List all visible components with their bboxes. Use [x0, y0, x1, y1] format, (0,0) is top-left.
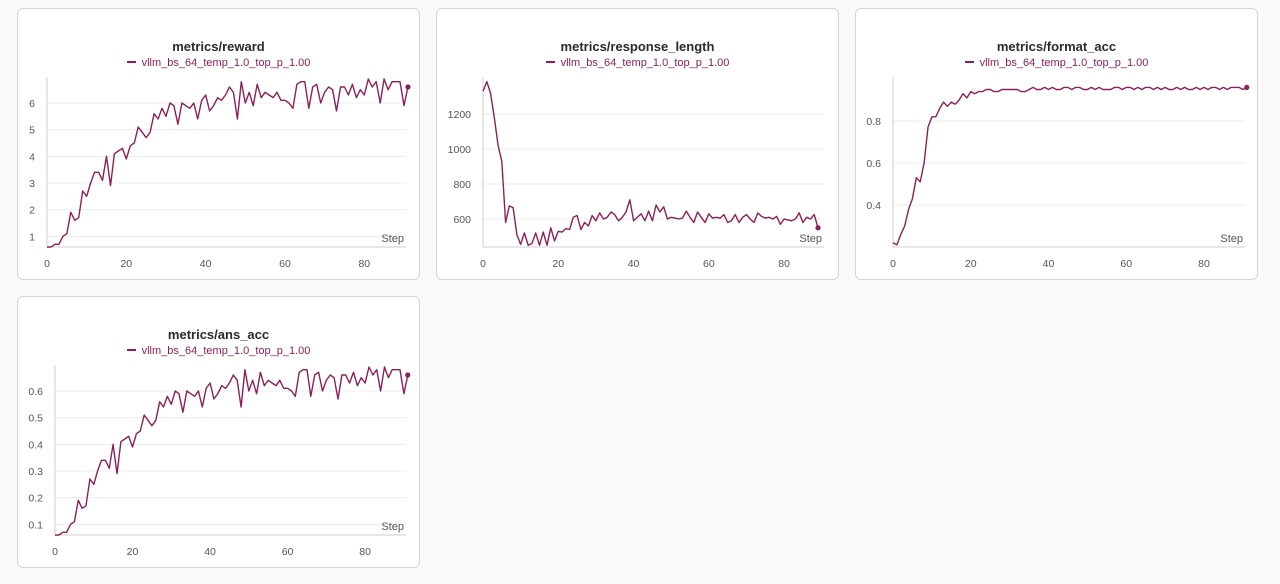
chart-title: metrics/reward — [172, 39, 265, 54]
x-tick-label: 80 — [359, 546, 371, 558]
y-tick-label: 1000 — [448, 144, 472, 156]
series-endpoint — [815, 225, 821, 231]
x-tick-label: 20 — [127, 546, 139, 558]
chart-legend: vllm_bs_64_temp_1.0_top_p_1.00 — [437, 57, 838, 69]
x-tick-label: 0 — [52, 546, 58, 558]
chart-legend: vllm_bs_64_temp_1.0_top_p_1.00 — [18, 345, 419, 357]
y-tick-label: 0.4 — [866, 200, 881, 212]
legend-swatch — [545, 61, 555, 64]
y-tick-label: 6 — [29, 98, 35, 110]
x-tick-label: 40 — [1043, 258, 1055, 270]
series-endpoint — [405, 84, 411, 90]
legend-label: vllm_bs_64_temp_1.0_top_p_1.00 — [979, 57, 1149, 69]
x-tick-label: 0 — [480, 258, 486, 270]
x-tick-label: 60 — [703, 258, 715, 270]
series-line — [892, 86, 1248, 246]
x-tick-label: 20 — [965, 258, 977, 270]
x-tick-label: 80 — [358, 258, 370, 270]
y-tick-label: 5 — [29, 125, 35, 137]
y-tick-label: 2 — [29, 205, 35, 217]
y-tick-label: 1200 — [448, 109, 472, 121]
y-tick-label: 4 — [29, 151, 35, 163]
legend-swatch — [964, 61, 974, 64]
chart-panel-reward: metrics/reward vllm_bs_64_temp_1.0_top_p… — [17, 8, 420, 280]
y-tick-label: 0.8 — [866, 116, 881, 128]
series-line — [482, 80, 819, 247]
x-tick-label: 40 — [204, 546, 216, 558]
y-tick-label: 0.1 — [28, 519, 43, 531]
y-tick-label: 0.3 — [28, 466, 43, 478]
chart-panel-format-acc: metrics/format_acc vllm_bs_64_temp_1.0_t… — [855, 8, 1258, 280]
y-tick-label: 0.6 — [28, 386, 43, 398]
chart-plot: 600 800 1000 1200 0 20 40 60 80 Step — [448, 77, 824, 270]
y-tick-label: 0.6 — [866, 158, 881, 170]
x-tick-label: 20 — [552, 258, 564, 270]
series-line — [47, 78, 409, 248]
y-tick-label: 0.4 — [28, 439, 43, 451]
x-axis-label: Step — [799, 233, 822, 245]
x-tick-label: 40 — [200, 258, 212, 270]
chart-legend: vllm_bs_64_temp_1.0_top_p_1.00 — [856, 57, 1257, 69]
y-tick-label: 3 — [29, 178, 35, 190]
x-axis-label: Step — [381, 233, 404, 245]
series-line — [55, 366, 409, 536]
legend-label: vllm_bs_64_temp_1.0_top_p_1.00 — [141, 345, 311, 357]
x-tick-label: 60 — [279, 258, 291, 270]
x-tick-label: 0 — [890, 258, 896, 270]
x-tick-label: 0 — [44, 258, 50, 270]
x-tick-label: 20 — [120, 258, 132, 270]
y-tick-label: 1 — [29, 231, 35, 243]
x-tick-label: 60 — [1120, 258, 1132, 270]
series-endpoint — [1244, 84, 1250, 90]
y-tick-label: 0.2 — [28, 493, 43, 505]
legend-swatch — [126, 349, 136, 352]
chart-title: metrics/response_length — [560, 39, 715, 54]
chart-panel-ans-acc: metrics/ans_acc vllm_bs_64_temp_1.0_top_… — [17, 296, 420, 568]
series-endpoint — [405, 372, 411, 378]
legend-label: vllm_bs_64_temp_1.0_top_p_1.00 — [560, 57, 730, 69]
x-tick-label: 80 — [778, 258, 790, 270]
y-tick-label: 600 — [453, 214, 471, 226]
chart-title: metrics/ans_acc — [167, 327, 270, 342]
x-tick-label: 40 — [628, 258, 640, 270]
y-tick-label: 800 — [453, 179, 471, 191]
x-axis-label: Step — [1220, 233, 1243, 245]
x-tick-label: 60 — [282, 546, 294, 558]
chart-title: metrics/format_acc — [996, 39, 1117, 54]
legend-swatch — [126, 61, 136, 64]
chart-plot: 0.4 0.6 0.8 0 20 40 60 80 Step — [866, 77, 1250, 270]
y-tick-label: 0.5 — [28, 413, 43, 425]
chart-plot: 0.1 0.2 0.3 0.4 0.5 0.6 0 20 40 60 80 Step — [28, 365, 411, 558]
legend-label: vllm_bs_64_temp_1.0_top_p_1.00 — [141, 57, 311, 69]
chart-panel-response-length: metrics/response_length vllm_bs_64_temp_… — [436, 8, 839, 280]
x-tick-label: 80 — [1198, 258, 1210, 270]
x-axis-label: Step — [381, 521, 404, 533]
chart-legend: vllm_bs_64_temp_1.0_top_p_1.00 — [18, 57, 419, 69]
